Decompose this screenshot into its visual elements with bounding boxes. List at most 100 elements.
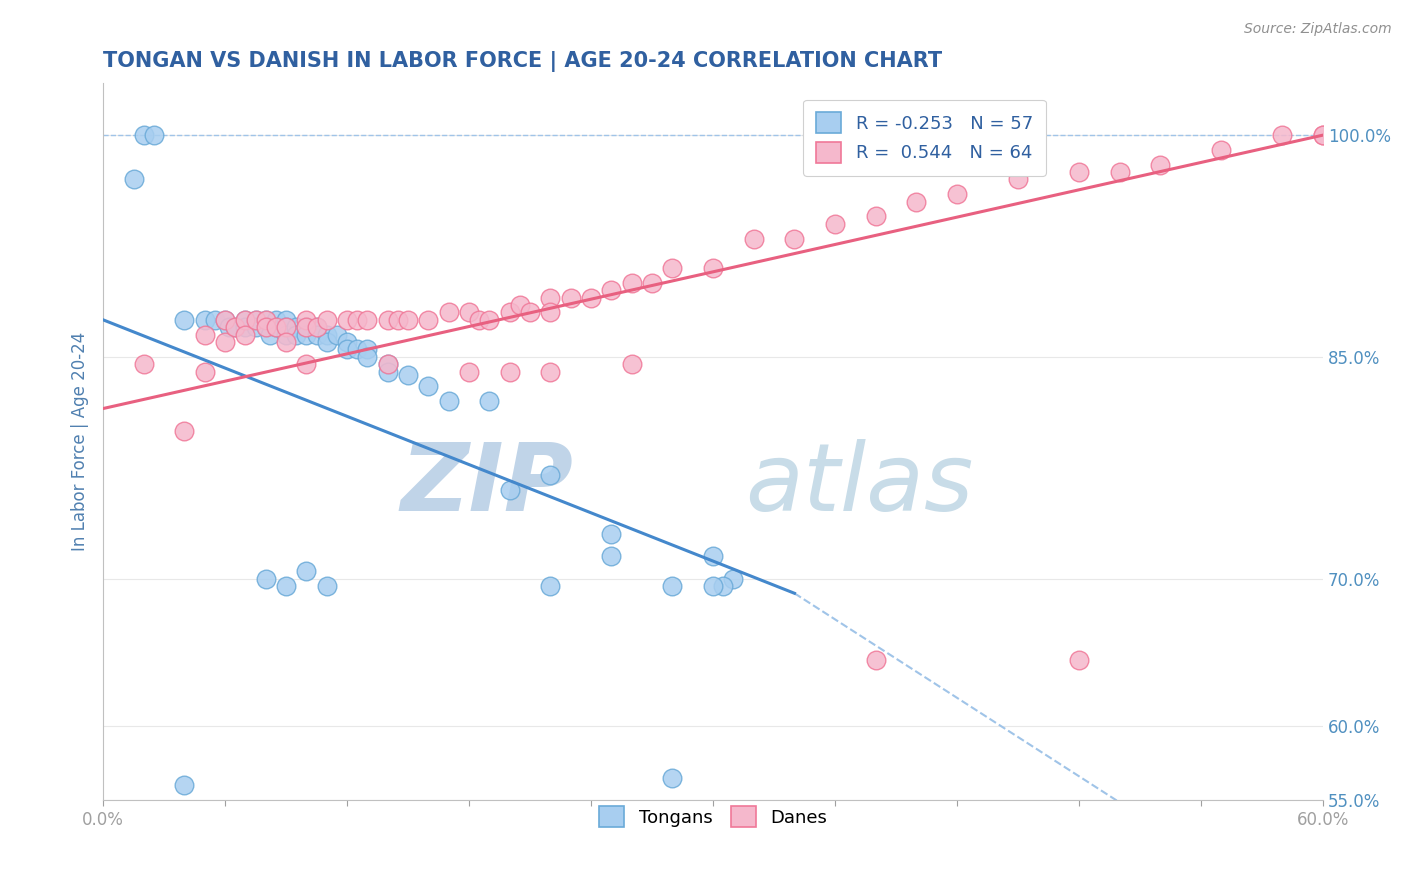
Text: atlas: atlas — [745, 439, 974, 531]
Point — [356, 313, 378, 327]
Point — [276, 579, 298, 593]
Point — [276, 320, 298, 334]
Point — [336, 313, 359, 327]
Point — [418, 313, 440, 327]
Point — [356, 350, 378, 364]
Point — [315, 313, 337, 327]
Point — [478, 313, 501, 327]
Point — [702, 579, 724, 593]
Point — [245, 313, 267, 327]
Point — [377, 357, 399, 371]
Point — [377, 365, 399, 379]
Point — [600, 549, 623, 564]
Point — [661, 579, 683, 593]
Point — [346, 343, 368, 357]
Point — [437, 305, 460, 319]
Point — [1007, 172, 1029, 186]
Text: TONGAN VS DANISH IN LABOR FORCE | AGE 20-24 CORRELATION CHART: TONGAN VS DANISH IN LABOR FORCE | AGE 20… — [103, 51, 942, 71]
Point — [579, 291, 602, 305]
Point — [204, 313, 226, 327]
Point — [235, 313, 257, 327]
Point — [783, 231, 806, 245]
Point — [1312, 128, 1334, 142]
Point — [478, 394, 501, 409]
Point — [620, 357, 643, 371]
Point — [458, 305, 481, 319]
Point — [315, 334, 337, 349]
Point — [661, 771, 683, 785]
Point — [509, 298, 531, 312]
Point — [254, 320, 277, 334]
Point — [132, 357, 155, 371]
Point — [560, 291, 582, 305]
Point — [387, 313, 409, 327]
Legend: Tongans, Danes: Tongans, Danes — [592, 799, 834, 834]
Point — [418, 379, 440, 393]
Point — [285, 327, 308, 342]
Point — [1271, 128, 1294, 142]
Point — [122, 172, 145, 186]
Point — [245, 313, 267, 327]
Point — [499, 483, 522, 497]
Point — [254, 313, 277, 327]
Point — [336, 343, 359, 357]
Point — [641, 276, 664, 290]
Point — [1069, 653, 1091, 667]
Point — [295, 327, 318, 342]
Point — [254, 320, 277, 334]
Point — [276, 320, 298, 334]
Point — [305, 320, 328, 334]
Point — [540, 365, 562, 379]
Point — [540, 468, 562, 483]
Text: Source: ZipAtlas.com: Source: ZipAtlas.com — [1244, 22, 1392, 37]
Point — [723, 572, 745, 586]
Point — [865, 210, 887, 224]
Point — [305, 320, 328, 334]
Point — [276, 334, 298, 349]
Y-axis label: In Labor Force | Age 20-24: In Labor Force | Age 20-24 — [72, 332, 89, 551]
Point — [540, 305, 562, 319]
Point — [742, 231, 765, 245]
Point — [499, 365, 522, 379]
Point — [377, 357, 399, 371]
Point — [600, 527, 623, 541]
Point — [946, 187, 969, 202]
Point — [295, 320, 318, 334]
Point — [276, 313, 298, 327]
Point — [356, 343, 378, 357]
Point — [468, 313, 491, 327]
Point — [214, 334, 236, 349]
Point — [702, 549, 724, 564]
Point — [396, 368, 419, 382]
Point — [865, 653, 887, 667]
Point — [214, 313, 236, 327]
Point — [132, 128, 155, 142]
Point — [1312, 128, 1334, 142]
Point — [235, 320, 257, 334]
Point — [295, 564, 318, 578]
Point — [194, 327, 217, 342]
Point — [245, 320, 267, 334]
Point — [600, 283, 623, 297]
Point — [276, 327, 298, 342]
Point — [264, 320, 287, 334]
Point — [259, 327, 281, 342]
Text: ZIP: ZIP — [399, 439, 572, 531]
Point — [235, 313, 257, 327]
Point — [224, 320, 246, 334]
Point — [437, 394, 460, 409]
Point — [396, 313, 419, 327]
Point — [305, 327, 328, 342]
Point — [295, 320, 318, 334]
Point — [224, 320, 246, 334]
Point — [1108, 165, 1130, 179]
Point — [218, 320, 240, 334]
Point — [295, 313, 318, 327]
Point — [254, 572, 277, 586]
Point — [336, 334, 359, 349]
Point — [315, 579, 337, 593]
Point — [285, 320, 308, 334]
Point — [519, 305, 541, 319]
Point — [540, 579, 562, 593]
Point — [1211, 143, 1233, 157]
